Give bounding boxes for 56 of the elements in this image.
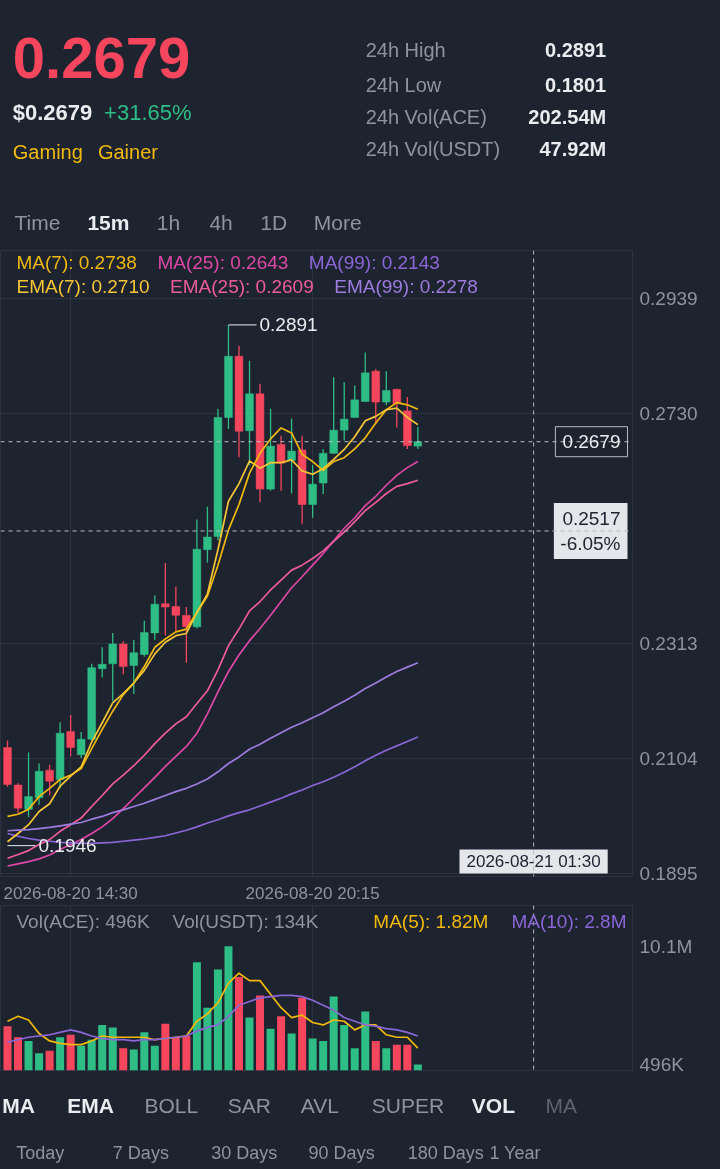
- text: MA(7): 0.2738: [16, 252, 137, 273]
- text: 1h: [156, 211, 181, 234]
- text: SAR: [227, 1094, 272, 1117]
- text: EMA(7): 0.2710: [16, 276, 150, 297]
- text: 90 Days: [308, 1142, 375, 1163]
- text: 24h Vol(ACE): [365, 105, 487, 128]
- ref-line-label: 2026-08-21 01:30: [466, 852, 601, 871]
- text: 47.92M: [539, 137, 607, 160]
- y-tick-label: 0.2939: [639, 287, 698, 309]
- text: EMA(99): 0.2278: [334, 276, 478, 297]
- annotation: 0.2891: [259, 314, 318, 336]
- text: More: [313, 211, 362, 234]
- text: 7 Days: [112, 1142, 169, 1163]
- text: VOL: [471, 1094, 516, 1117]
- y-tick-label: 0.2313: [639, 632, 698, 654]
- y-tick-label: 0.2730: [639, 403, 698, 425]
- y-tick-label: 496K: [639, 1053, 685, 1075]
- text: 1 Year: [489, 1142, 541, 1163]
- text: MA(25): 0.2643: [157, 252, 289, 273]
- text: 30 Days: [211, 1142, 278, 1163]
- text: MA(99): 0.2143: [308, 252, 440, 273]
- y-tick-label: 10.1M: [639, 935, 693, 957]
- text: 15m: [87, 211, 130, 234]
- text: Gaming: [12, 140, 83, 163]
- ref-line-label: 0.2517 -6.05%: [560, 507, 621, 554]
- annotation: Vol(ACE): 496K: [16, 911, 150, 932]
- x-tick-label: 2026-08-20 14:30: [3, 883, 138, 903]
- ref-line-label: 0.2679: [562, 431, 621, 453]
- text: AVL: [300, 1094, 339, 1117]
- y-tick-label: 0.2104: [639, 748, 699, 770]
- y-tick-label: 0.1895: [639, 863, 698, 885]
- text: 1D: [260, 211, 288, 234]
- text: 0.2679: [12, 24, 191, 90]
- text: SUPER: [371, 1094, 445, 1117]
- text: MA(10): 2.8M: [511, 911, 627, 932]
- text: MA: [545, 1094, 578, 1117]
- annotation: Vol(USDT): 134K: [172, 911, 319, 932]
- text: 24h Low: [365, 73, 442, 96]
- text: 0.2891: [544, 38, 607, 61]
- text: EMA: [67, 1094, 114, 1117]
- text: MA: [2, 1094, 35, 1117]
- text: MA(5): 1.82M: [373, 911, 489, 932]
- text: EMA(25): 0.2609: [170, 276, 314, 297]
- text: 202.54M: [528, 105, 607, 128]
- text: 24h High: [365, 38, 446, 61]
- text: 4h: [209, 211, 233, 234]
- text: Time: [14, 211, 61, 234]
- text: Gainer: [97, 140, 159, 163]
- text: 180 Days: [407, 1142, 484, 1163]
- text: 24h Vol(USDT): [365, 137, 501, 160]
- text: +31.65%: [104, 100, 192, 125]
- text: $0.2679: [12, 100, 93, 125]
- text: BOLL: [144, 1094, 199, 1117]
- text: 0.1801: [544, 73, 607, 96]
- x-tick-label: 2026-08-20 20:15: [245, 883, 380, 903]
- text: Today: [16, 1142, 65, 1163]
